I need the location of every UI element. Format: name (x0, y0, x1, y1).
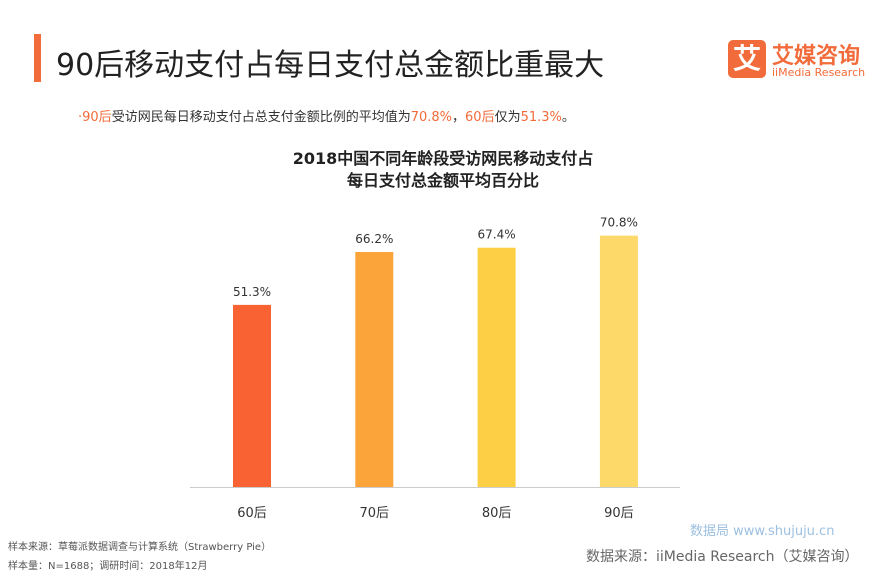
data-label: 51.3% (233, 285, 271, 299)
chart-title: 2018中国不同年龄段受访网民移动支付占 每日支付总金额平均百分比 (0, 148, 886, 192)
summary-highlight: 70.8% (410, 110, 453, 125)
summary-part: ， (452, 110, 466, 125)
bar-60后 (233, 304, 271, 487)
summary-part: 仅为 (494, 110, 521, 125)
x-tick-label: 60后 (237, 506, 267, 521)
bar-70后 (355, 251, 394, 487)
x-tick-label: 90后 (604, 506, 634, 521)
logo-name-cn: 艾媒咨询 (772, 44, 861, 69)
bullet: · (78, 110, 83, 125)
logo-mark: 艾 (728, 40, 766, 78)
data-source: 数据来源：iiMedia Research（艾媒咨询） (586, 549, 859, 565)
bar-80后 (477, 247, 516, 487)
summary-part: 。 (561, 110, 575, 125)
summary-highlight: 90后 (82, 110, 112, 125)
data-label: 70.8% (600, 216, 638, 230)
x-tick-label: 80后 (482, 506, 512, 521)
summary-highlight: 60后 (465, 110, 495, 125)
summary-part: 受访网民每日移动支付占总支付金额比例的平均值为 (111, 110, 411, 125)
sample-size: 样本量：N=1688；调研时间：2018年12月 (8, 561, 208, 572)
x-tick-label: 70后 (360, 506, 390, 521)
chart-title-line2: 每日支付总金额平均百分比 (346, 171, 539, 190)
watermark: 数据局 www.shujuju.cn (690, 524, 835, 539)
summary-highlight: 51.3% (520, 110, 562, 125)
bar-90后 (599, 235, 638, 487)
data-label: 66.2% (355, 232, 393, 246)
data-label: 67.4% (478, 228, 516, 242)
chart-title-line1: 2018中国不同年龄段受访网民移动支付占 (292, 149, 594, 168)
sample-source: 样本来源：草莓派数据调查与计算系统（Strawberry Pie） (8, 542, 272, 553)
page-title: 90后移动支付占每日支付总金额比重最大 (56, 48, 605, 83)
summary-text: ·90后受访网民每日移动支付占总支付金额比例的平均值为70.8%，60后仅为51… (78, 106, 575, 125)
title-accent-bar (34, 34, 41, 82)
logo-name-en: iiMedia Research (772, 66, 866, 79)
